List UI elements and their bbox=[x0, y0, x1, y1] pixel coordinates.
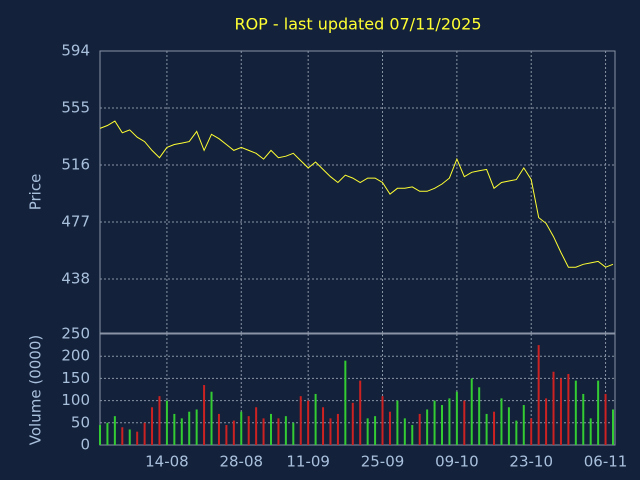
volume-bar bbox=[574, 380, 577, 445]
y-tick-label: 555 bbox=[61, 98, 90, 116]
volume-bar bbox=[106, 422, 109, 445]
volume-bar bbox=[366, 418, 369, 445]
volume-bar bbox=[113, 416, 116, 445]
x-tick-label: 23-10 bbox=[509, 453, 553, 471]
price-line bbox=[99, 120, 614, 268]
volume-bar bbox=[262, 418, 265, 445]
x-tick-label: 06-11 bbox=[584, 453, 628, 471]
volume-bar bbox=[195, 409, 198, 445]
volume-bar bbox=[381, 396, 384, 445]
volume-bar bbox=[426, 409, 429, 445]
volume-bar bbox=[203, 385, 206, 445]
volume-bar bbox=[567, 373, 570, 445]
volume-bar bbox=[463, 400, 466, 445]
volume-bar bbox=[136, 431, 139, 445]
volume-bar bbox=[559, 378, 562, 445]
volume-bar bbox=[121, 427, 124, 445]
volume-bar bbox=[217, 413, 220, 445]
x-tick-label: 11-09 bbox=[286, 453, 330, 471]
volume-bar bbox=[277, 418, 280, 445]
volume-bar bbox=[210, 391, 213, 445]
volume-bar bbox=[255, 407, 258, 445]
volume-bar bbox=[374, 416, 377, 445]
volume-axis-label: Volume (0000) bbox=[27, 335, 45, 445]
volume-bar bbox=[292, 422, 295, 445]
volume-bar bbox=[158, 396, 161, 445]
volume-bar bbox=[441, 405, 443, 445]
volume-bar bbox=[240, 411, 243, 445]
volume-bar bbox=[307, 400, 310, 445]
volume-bar bbox=[582, 393, 585, 445]
volume-bar bbox=[284, 416, 287, 445]
volume-bar bbox=[351, 402, 354, 445]
volume-bar bbox=[418, 413, 421, 445]
volume-tick-label: 200 bbox=[61, 347, 90, 365]
y-tick-label: 477 bbox=[61, 212, 90, 230]
volume-bar bbox=[128, 429, 131, 445]
volume-bar bbox=[612, 409, 614, 445]
volume-bar bbox=[359, 380, 362, 445]
volume-bar bbox=[188, 411, 191, 445]
x-tick-label: 25-09 bbox=[361, 453, 405, 471]
volume-bar bbox=[522, 405, 525, 445]
volume-bar bbox=[604, 393, 607, 445]
volume-bar bbox=[322, 407, 325, 445]
volume-tick-label: 100 bbox=[61, 391, 90, 409]
volume-bar bbox=[507, 407, 510, 445]
volume-bar bbox=[485, 413, 488, 445]
x-tick-label: 14-08 bbox=[145, 453, 189, 471]
y-axis-label: Price bbox=[27, 174, 45, 211]
x-tick-label: 28-08 bbox=[219, 453, 263, 471]
volume-bar bbox=[247, 416, 250, 445]
volume-bar bbox=[329, 418, 332, 445]
volume-bar bbox=[470, 378, 473, 445]
volume-tick-label: 150 bbox=[61, 369, 90, 387]
volume-tick-label: 250 bbox=[61, 325, 90, 343]
x-tick-label: 09-10 bbox=[435, 453, 479, 471]
volume-bar bbox=[478, 387, 481, 445]
y-tick-label: 438 bbox=[61, 269, 90, 287]
volume-bar bbox=[299, 396, 302, 445]
chart-title: ROP - last updated 07/11/2025 bbox=[234, 15, 481, 34]
volume-bar bbox=[173, 413, 176, 445]
volume-bar bbox=[180, 418, 183, 445]
volume-bar bbox=[225, 425, 228, 445]
volume-bar bbox=[403, 418, 406, 445]
volume-bar bbox=[552, 371, 555, 445]
volume-bar bbox=[515, 420, 518, 445]
volume-panel bbox=[99, 333, 616, 446]
volume-bar bbox=[530, 418, 533, 445]
volume-bar bbox=[232, 420, 235, 445]
volume-bar bbox=[270, 413, 272, 445]
volume-tick-label: 0 bbox=[80, 436, 90, 454]
volume-bar bbox=[597, 380, 600, 445]
volume-tick-label: 50 bbox=[71, 413, 90, 431]
volume-bar bbox=[388, 411, 391, 445]
y-tick-label: 594 bbox=[61, 42, 90, 60]
volume-bar bbox=[396, 400, 399, 445]
volume-bar bbox=[336, 413, 339, 445]
volume-bar bbox=[448, 398, 451, 445]
volume-bar bbox=[99, 425, 101, 445]
volume-bar bbox=[344, 360, 347, 445]
volume-bar bbox=[165, 400, 168, 445]
volume-bar bbox=[589, 418, 592, 445]
volume-bar bbox=[455, 391, 458, 445]
volume-bar bbox=[314, 393, 317, 445]
volume-bar bbox=[433, 400, 436, 445]
y-tick-label: 516 bbox=[61, 155, 90, 173]
volume-bar bbox=[493, 411, 496, 445]
volume-bar bbox=[537, 345, 540, 445]
volume-bar bbox=[411, 425, 414, 445]
volume-bar bbox=[151, 407, 154, 445]
volume-bar bbox=[500, 398, 503, 445]
price-panel bbox=[99, 50, 616, 334]
volume-bar bbox=[545, 398, 548, 445]
volume-bar bbox=[143, 422, 146, 445]
